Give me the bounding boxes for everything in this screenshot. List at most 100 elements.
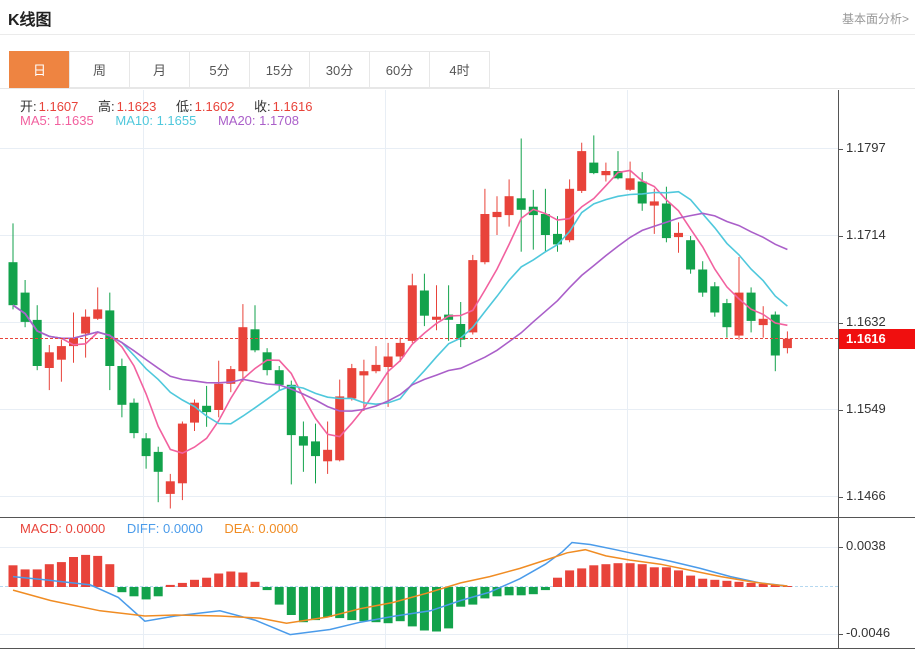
macd-bar: [661, 567, 671, 587]
macd-bar: [153, 587, 163, 597]
candle: [540, 188, 550, 252]
tab-day[interactable]: 日: [9, 51, 70, 88]
ma5-line: [12, 169, 788, 455]
tab-4hour[interactable]: 4时: [429, 51, 490, 88]
candle: [129, 398, 139, 439]
candle: [81, 309, 91, 358]
tick-mark: [838, 236, 843, 237]
diff-line: [12, 541, 788, 636]
tab-5min[interactable]: 5分: [189, 51, 250, 88]
candle: [674, 222, 683, 253]
tab-month[interactable]: 月: [129, 51, 190, 88]
close-label: 收:: [254, 99, 271, 114]
macd-zero-line: [0, 586, 838, 587]
candlestick-chart[interactable]: [0, 90, 838, 517]
ma5-label: MA5:: [20, 113, 51, 128]
macd-bar: [311, 587, 320, 621]
high-label: 高:: [98, 99, 115, 114]
ma20-line: [12, 212, 788, 412]
diff-value: 0.0000: [163, 521, 203, 536]
gridline-v: [385, 90, 386, 648]
candle: [226, 366, 236, 393]
candle: [686, 236, 696, 274]
candle: [782, 331, 792, 354]
candle: [298, 421, 308, 472]
macd-bar: [516, 587, 526, 596]
low-label: 低:: [176, 99, 193, 114]
gridline-v: [143, 90, 144, 648]
ma10-value: 1.1655: [156, 113, 197, 128]
current-price-line: [0, 338, 838, 339]
macd-bar: [335, 587, 345, 619]
macd-bar: [371, 587, 381, 623]
fundamental-analysis-link[interactable]: 基本面分析>: [841, 12, 909, 26]
ohlc-readout: 开: 1.1607 高: 1.1623 低: 1.1602 收: 1.1616: [20, 96, 328, 115]
dea-value: 0.0000: [258, 521, 299, 536]
tick-mark: [838, 410, 843, 411]
price-tick-label: 1.1549: [846, 401, 886, 416]
candle: [758, 306, 768, 338]
candle: [250, 305, 260, 353]
candle: [504, 179, 514, 227]
macd-bar: [262, 587, 272, 591]
macd-bar: [93, 555, 103, 587]
candle: [177, 421, 187, 501]
tick-mark: [838, 497, 843, 498]
macd-bar: [8, 565, 18, 587]
candle: [625, 161, 635, 191]
tab-60min[interactable]: 60分: [369, 51, 430, 88]
macd-bar: [250, 581, 260, 587]
candle: [589, 135, 599, 175]
tab-30min[interactable]: 30分: [309, 51, 370, 88]
macd-readout: MACD: 0.0000 DIFF: 0.0000 DEA: 0.0000: [20, 521, 316, 536]
macd-bar: [625, 563, 635, 587]
candle: [311, 423, 320, 484]
price-tick-label: 1.1714: [846, 227, 886, 242]
macd-bar: [528, 587, 538, 595]
candle: [516, 138, 526, 252]
macd-bar: [686, 575, 696, 587]
macd-bar: [674, 570, 683, 587]
price-tick-label: 1.1797: [846, 140, 886, 155]
candle: [286, 380, 296, 485]
macd-bar: [782, 586, 792, 587]
macd-bar: [553, 577, 562, 587]
tab-week[interactable]: 周: [69, 51, 130, 88]
macd-chart[interactable]: [0, 518, 838, 648]
candle: [117, 358, 127, 418]
price-tick-label: 1.1466: [846, 488, 886, 503]
dea-line: [12, 548, 788, 624]
macd-bar: [577, 568, 587, 587]
candle: [492, 196, 502, 235]
header-divider: [0, 34, 915, 35]
gridline-h: [0, 409, 838, 410]
macd-bar: [601, 564, 611, 587]
panel-separator: [0, 517, 915, 518]
macd-bar: [190, 579, 199, 587]
gridline-h: [0, 322, 838, 323]
macd-bar: [456, 587, 466, 607]
macd-bar: [540, 587, 550, 591]
macd-bar: [44, 564, 54, 587]
macd-bar: [492, 587, 502, 597]
macd-bar: [383, 587, 393, 624]
candle: [722, 298, 732, 338]
candle: [565, 179, 575, 243]
ma10-label: MA10:: [115, 113, 153, 128]
tab-15min[interactable]: 15分: [249, 51, 310, 88]
candle: [165, 473, 175, 509]
macd-bar: [202, 577, 212, 587]
macd-bar: [565, 570, 575, 587]
candle: [105, 292, 115, 391]
candle: [371, 346, 381, 374]
ma20-label: MA20:: [217, 113, 256, 128]
tick-mark: [838, 547, 843, 548]
tabs-baseline: [0, 88, 915, 89]
macd-bar: [117, 587, 127, 593]
macd-bar: [758, 583, 768, 587]
macd-bar: [226, 571, 236, 587]
macd-tick-label: 0.0038: [846, 538, 886, 553]
macd-bar: [214, 573, 224, 587]
ma10-line: [12, 190, 788, 425]
dea-label: DEA:: [224, 521, 255, 536]
